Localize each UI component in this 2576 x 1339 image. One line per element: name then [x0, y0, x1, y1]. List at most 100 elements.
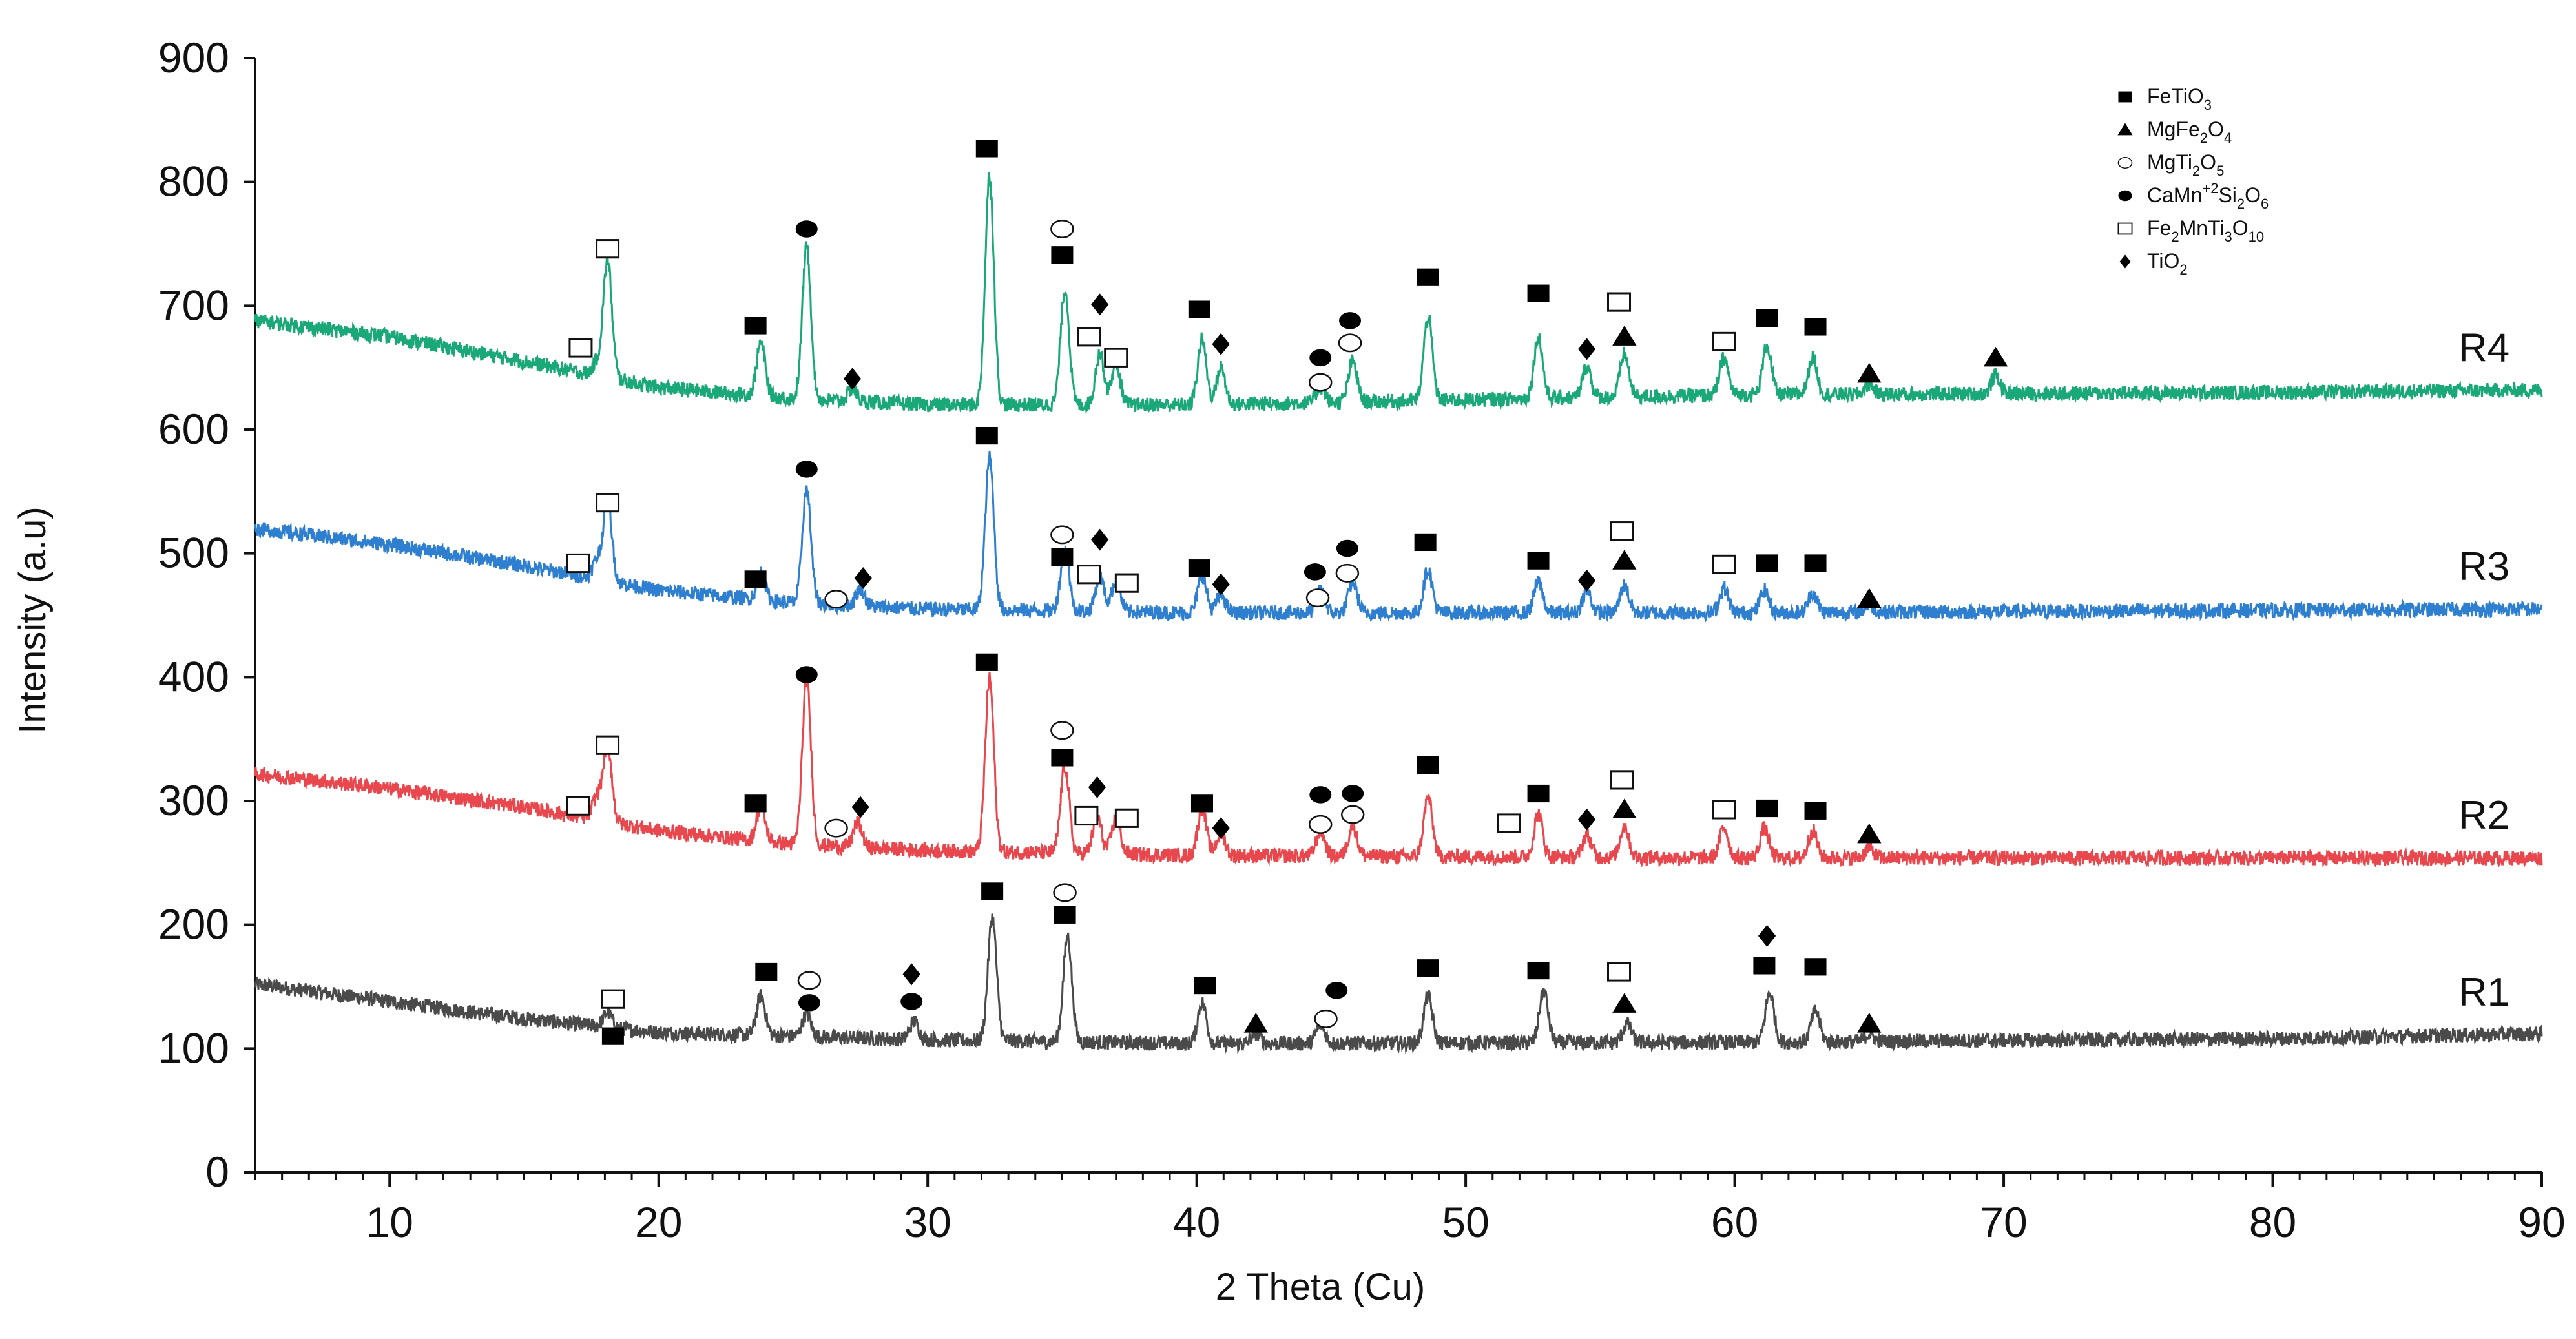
series-label-r1: R1 [2458, 970, 2509, 1015]
open-square-marker [1607, 292, 1632, 312]
open-square-legend-marker [2117, 222, 2133, 235]
filled-diamond-marker [1091, 528, 1109, 551]
legend-item-filled-triangle: MgFe2O4 [2117, 118, 2232, 146]
filled-triangle-marker [1857, 1013, 1882, 1033]
filled-diamond-marker [851, 796, 869, 818]
filled-square-marker [1054, 906, 1076, 924]
legend-label: CaMn+2Si2O6 [2147, 180, 2269, 212]
filled-diamond-marker [1212, 817, 1230, 840]
filled-square-marker [1417, 756, 1439, 774]
open-square-marker [601, 989, 625, 1009]
open-square-marker [566, 796, 590, 816]
filled-diamond-marker [854, 567, 872, 589]
filled-triangle-marker [1612, 550, 1637, 570]
filled-circle-marker [1339, 312, 1362, 329]
filled-circle-marker [1325, 981, 1348, 999]
open-square-marker [1074, 805, 1099, 826]
y-tick-label: 800 [158, 158, 229, 205]
filled-square-marker [1051, 548, 1074, 566]
open-circle-marker [1050, 525, 1074, 545]
x-tick-label: 10 [366, 1198, 413, 1246]
filled-square-marker [1804, 554, 1827, 572]
y-tick-label: 200 [158, 900, 229, 948]
y-axis-title: Intensity (a.u) [12, 506, 54, 733]
x-tick-label: 60 [1711, 1198, 1758, 1246]
y-ticks: 0 100 200 300 400 500 600 700 800 900 [158, 34, 255, 1196]
filled-circle-marker [795, 220, 818, 238]
legend-label: FeTiO3 [2147, 85, 2212, 113]
filled-diamond-marker [1758, 924, 1776, 947]
y-tick-label: 500 [158, 529, 229, 577]
filled-square-marker [1188, 559, 1210, 577]
open-circle-marker [1050, 219, 1074, 239]
filled-square-marker [1417, 268, 1439, 286]
filled-square-marker [1804, 802, 1827, 820]
filled-circle-marker [1309, 349, 1332, 367]
filled-square-marker [744, 794, 767, 813]
open-square-marker [596, 239, 620, 259]
series-label-r2: R2 [2458, 793, 2509, 838]
x-tick-label: 30 [904, 1198, 951, 1246]
filled-square-marker [1804, 318, 1827, 336]
filled-square-marker [1527, 784, 1550, 803]
filled-square-marker [1051, 246, 1074, 264]
open-square-marker [1610, 521, 1634, 541]
legend-label: MgTi2O5 [2147, 151, 2224, 179]
open-square-marker [1077, 565, 1101, 585]
filled-triangle-marker [1612, 993, 1637, 1013]
open-circle-marker [1314, 1009, 1338, 1028]
filled-square-marker [975, 426, 998, 445]
filled-triangle-marker [1857, 362, 1882, 383]
filled-square-marker [1414, 533, 1437, 552]
filled-square-marker [744, 317, 767, 335]
x-tick-label: 90 [2518, 1198, 2565, 1246]
y-tick-label: 400 [158, 652, 229, 700]
filled-diamond-marker [843, 368, 862, 390]
open-square-marker [1712, 800, 1736, 820]
filled-diamond-marker [1212, 573, 1230, 596]
legend-label: Fe2MnTi3O10 [2147, 216, 2264, 245]
filled-diamond-marker [1212, 333, 1230, 355]
x-tick-label: 40 [1173, 1198, 1220, 1246]
filled-diamond-marker [1577, 338, 1596, 360]
open-square-marker [568, 338, 593, 358]
x-tick-label: 70 [1980, 1198, 2027, 1246]
filled-triangle-marker [1857, 823, 1882, 844]
filled-triangle-marker [1612, 798, 1637, 819]
open-circle-marker [1305, 588, 1330, 608]
open-circle-marker [824, 818, 848, 838]
filled-circle-marker [795, 666, 818, 683]
filled-square-marker [601, 1027, 624, 1045]
filled-circle-marker [900, 993, 923, 1010]
y-tick-label: 700 [158, 281, 229, 329]
filled-square-marker [755, 962, 778, 981]
y-tick-label: 600 [158, 405, 229, 453]
open-circle-marker [1340, 805, 1365, 824]
x-tick-label: 50 [1442, 1198, 1489, 1246]
filled-square-marker [744, 570, 767, 588]
y-tick-label: 100 [158, 1024, 229, 1072]
filled-square-marker [1756, 799, 1778, 818]
filled-square-marker [1417, 959, 1439, 977]
filled-square-marker [1194, 976, 1216, 995]
open-circle-marker [1053, 883, 1077, 902]
legend-item-filled-diamond: TiO2 [2119, 249, 2188, 278]
phase-markers [566, 140, 2008, 1045]
filled-square-marker [981, 882, 1004, 900]
y-tick-label: 0 [205, 1148, 229, 1196]
filled-square-marker [1756, 554, 1778, 572]
filled-square-marker [1527, 961, 1550, 980]
filled-diamond-marker [1577, 569, 1596, 592]
open-square-marker [1497, 813, 1521, 833]
x-axis-title: 2 Theta (Cu) [1216, 1266, 1426, 1308]
filled-square-marker [975, 140, 998, 158]
filled-square-marker [1051, 749, 1074, 767]
legend-item-open-circle: MgTi2O5 [2117, 151, 2224, 179]
legend-item-open-square: Fe2MnTi3O10 [2117, 216, 2264, 245]
open-square-marker [1114, 808, 1139, 828]
series-line-r4 [254, 172, 2543, 414]
filled-circle-marker [1304, 563, 1326, 581]
